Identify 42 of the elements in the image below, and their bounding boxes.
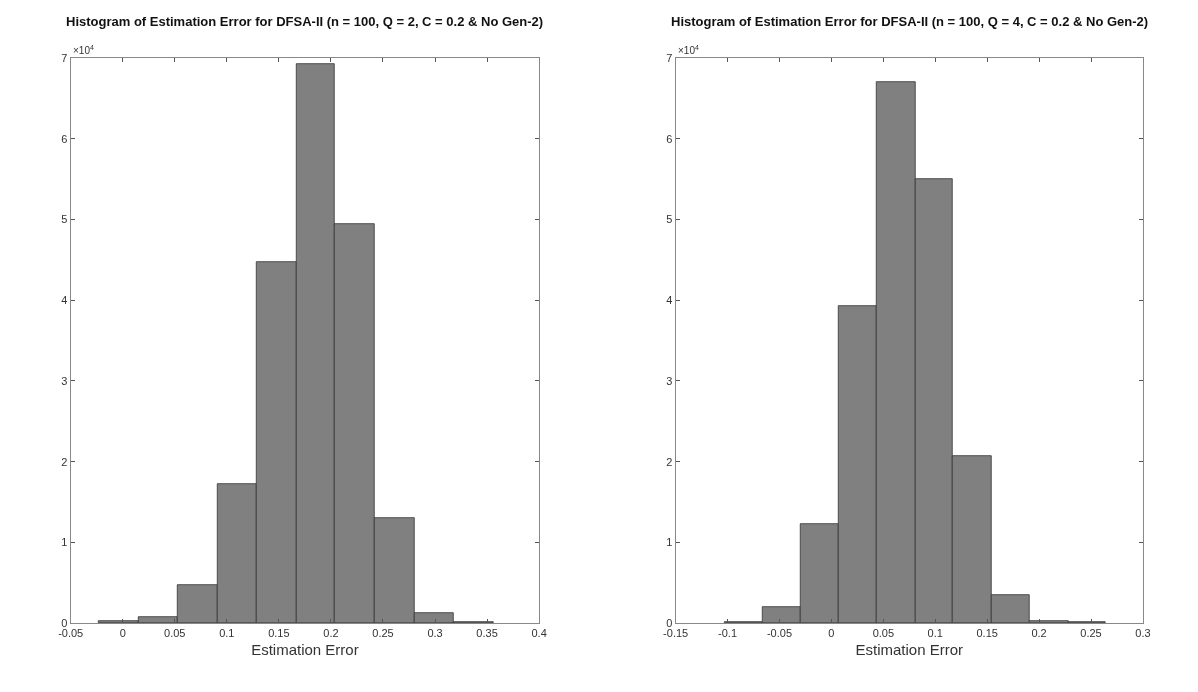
y-tick-label: 2 xyxy=(666,455,673,468)
x-tick-label: -0.15 xyxy=(663,627,689,640)
x-tick-label: 0.15 xyxy=(976,627,998,640)
y-tick-label: 6 xyxy=(666,132,673,145)
x-axis-title: Estimation Error xyxy=(855,641,964,659)
x-tick-label: 0.3 xyxy=(1135,627,1151,640)
x-tick-label: 0.2 xyxy=(323,627,339,640)
x-tick-label: 0.2 xyxy=(1031,627,1047,640)
x-tick-label: -0.1 xyxy=(718,627,738,640)
x-tick-label: 0.1 xyxy=(219,627,235,640)
y-tick-label: 5 xyxy=(666,213,673,226)
y-tick-label: 5 xyxy=(61,213,68,226)
x-tick-label: 0 xyxy=(828,627,835,640)
y-tick-label: 1 xyxy=(61,536,68,549)
x-tick-label: -0.05 xyxy=(58,627,84,640)
x-tick-label: 0.25 xyxy=(372,627,394,640)
y-tick-label: 2 xyxy=(61,455,68,468)
x-tick-label: 0.4 xyxy=(531,627,547,640)
x-tick-label: 0 xyxy=(119,627,126,640)
y-tick-label: 0 xyxy=(666,616,673,629)
y-tick-label: 3 xyxy=(666,374,673,387)
y-tick-label: 3 xyxy=(61,374,68,387)
y-tick-label: 7 xyxy=(666,51,673,64)
x-tick-label: 0.15 xyxy=(268,627,290,640)
y-tick-label: 4 xyxy=(666,294,673,307)
x-axis-title: Estimation Error xyxy=(251,641,359,659)
text: ×10$^{4}$ xyxy=(73,44,94,57)
x-tick-label: 0.05 xyxy=(164,627,186,640)
x-tick-label: 0.25 xyxy=(1080,627,1102,640)
chart-title: Histogram of Estimation Error for DFSA-II (n = 100, Q = 4, C = 0.2 & No Gen-2) xyxy=(671,14,1149,29)
x-tick-label: 0.35 xyxy=(476,627,498,640)
text: ×10$^{4}$ xyxy=(678,44,699,57)
chart-title: Histogram of Estimation Error for DFSA-II (n = 100, Q = 2, C = 0.2 & No Gen-2) xyxy=(66,14,544,29)
x-tick-label: 0.3 xyxy=(427,627,443,640)
y-tick-label: 1 xyxy=(666,536,673,549)
y-tick-label: 7 xyxy=(61,51,68,64)
y-tick-label: 4 xyxy=(61,294,68,307)
x-tick-label: 0.1 xyxy=(927,627,943,640)
x-tick-label: -0.05 xyxy=(766,627,793,640)
x-tick-label: 0.05 xyxy=(872,627,895,640)
y-tick-label: 0 xyxy=(61,616,68,629)
y-tick-label: 6 xyxy=(61,132,68,145)
